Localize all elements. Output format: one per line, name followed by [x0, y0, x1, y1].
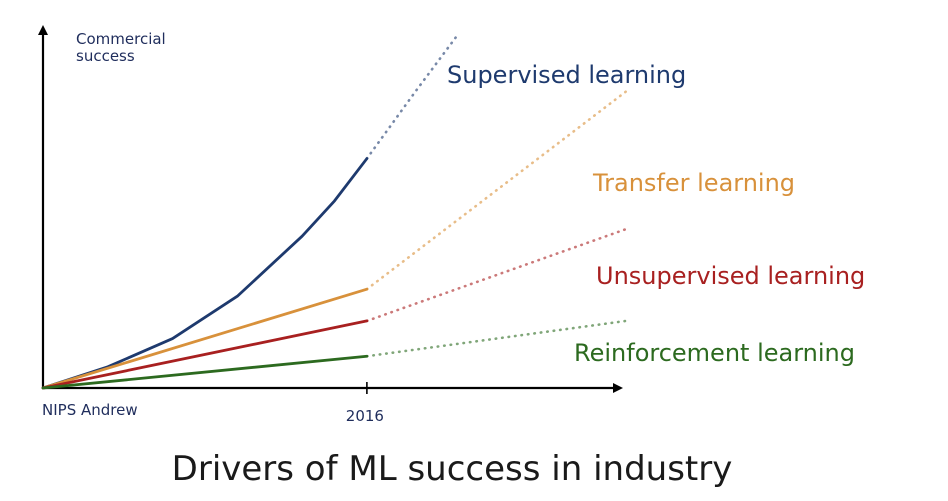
series-unsupervised-learning-line: [41, 319, 369, 390]
series-group: [41, 33, 628, 390]
chart-title: Drivers of ML success in industry: [172, 449, 733, 489]
y-axis-label: Commercial success: [76, 30, 171, 65]
series-reinforcement-learning-projection: [365, 319, 628, 358]
series-label-supervised: Supervised learning: [447, 61, 686, 89]
series-unsupervised-learning-projection: [365, 227, 628, 323]
series-label-unsupervised: Unsupervised learning: [596, 262, 865, 290]
series-reinforcement-learning-line: [41, 354, 369, 390]
y-axis-label-line-1: Commercial: [76, 30, 166, 48]
x-tick-label-0: 2016: [346, 407, 384, 425]
series-label-transfer: Transfer learning: [592, 169, 795, 197]
x-axis-start-label: NIPS Andrew: [42, 401, 138, 419]
series-transfer-learning-line: [41, 287, 369, 390]
y-axis-label-line-2: success: [76, 47, 135, 65]
series-label-reinforcement: Reinforcement learning: [574, 339, 855, 367]
series-transfer-learning-projection: [365, 90, 628, 291]
x-ticks: 2016: [346, 382, 384, 425]
series-supervised-learning-projection: [365, 33, 459, 160]
